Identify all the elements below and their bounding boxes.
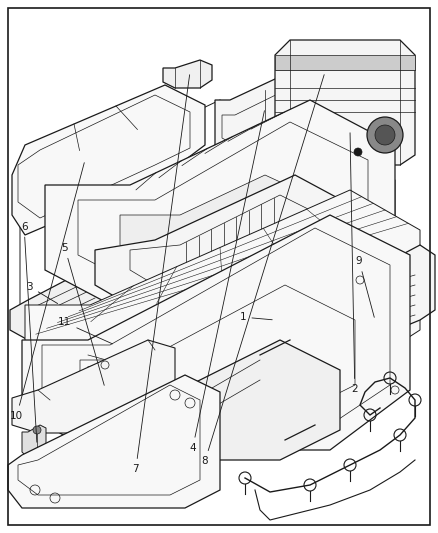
Circle shape [367, 117, 403, 153]
Text: 3: 3 [26, 282, 58, 304]
Text: 10: 10 [10, 163, 84, 421]
Polygon shape [220, 175, 235, 220]
Polygon shape [22, 425, 46, 458]
Polygon shape [10, 265, 115, 340]
Text: 1: 1 [240, 312, 272, 322]
Text: 5: 5 [61, 243, 104, 385]
Circle shape [354, 148, 362, 156]
Text: 4: 4 [189, 111, 265, 453]
Text: 2: 2 [350, 133, 358, 394]
Polygon shape [8, 375, 220, 508]
Polygon shape [12, 340, 175, 433]
Polygon shape [275, 40, 415, 165]
Polygon shape [25, 190, 420, 375]
Text: 11: 11 [58, 318, 113, 344]
Polygon shape [22, 215, 410, 450]
Circle shape [33, 426, 41, 434]
Polygon shape [315, 245, 435, 355]
Polygon shape [12, 85, 205, 235]
Polygon shape [45, 100, 395, 315]
Polygon shape [163, 60, 212, 88]
Polygon shape [168, 268, 245, 325]
Polygon shape [95, 175, 360, 320]
Polygon shape [62, 340, 340, 460]
Polygon shape [215, 65, 320, 152]
Polygon shape [80, 320, 148, 370]
Polygon shape [120, 175, 330, 275]
Text: 9: 9 [356, 256, 374, 317]
Polygon shape [275, 55, 415, 70]
Polygon shape [305, 55, 340, 92]
Text: 8: 8 [201, 75, 324, 466]
Polygon shape [270, 155, 285, 200]
Text: 6: 6 [21, 222, 37, 442]
Circle shape [375, 125, 395, 145]
Text: 7: 7 [132, 75, 190, 474]
